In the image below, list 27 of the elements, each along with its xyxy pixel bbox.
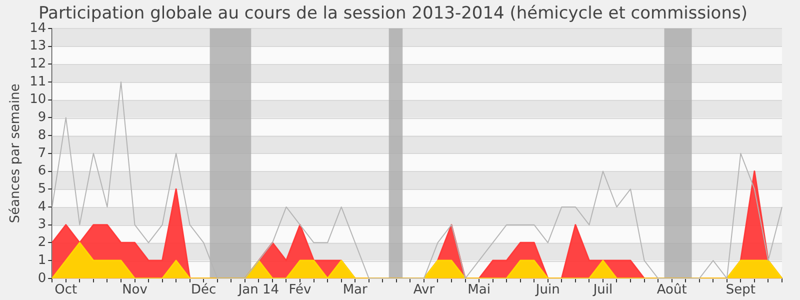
x-tick-label: Juil xyxy=(592,282,613,298)
y-tick-label: 3 xyxy=(38,217,46,232)
y-tick-label: 7 xyxy=(38,146,46,161)
x-tick-label: Mai xyxy=(468,282,490,298)
x-tick-label: Sept xyxy=(726,282,756,298)
x-tick-label: Déc xyxy=(191,282,216,298)
x-tick-label: Mar xyxy=(342,282,368,298)
x-tick-label: Fév xyxy=(288,282,312,298)
x-tick-label: Août xyxy=(656,282,687,298)
y-tick-label: 11 xyxy=(30,74,46,90)
y-tick-label: 5 xyxy=(38,181,46,196)
x-tick-label: Jan 14 xyxy=(237,282,280,298)
y-tick-label: 12 xyxy=(30,56,46,72)
y-tick-label: 9 xyxy=(38,110,46,126)
y-tick-label: 0 xyxy=(38,270,46,286)
x-tick-label: Avr xyxy=(413,282,436,298)
x-tick-label: Juin xyxy=(534,282,560,298)
y-tick-label: 4 xyxy=(38,199,46,214)
y-tick-label: 13 xyxy=(30,38,46,54)
y-tick-label: 8 xyxy=(38,128,46,143)
y-tick-label: 6 xyxy=(38,164,46,179)
y-tick-label: 10 xyxy=(30,92,46,108)
y-tick-label: 2 xyxy=(38,235,46,250)
x-tick-label: Oct xyxy=(54,282,78,298)
x-tick-label: Nov xyxy=(122,282,148,298)
y-axis-title: Séances par semaine xyxy=(8,84,24,224)
y-tick-label: 1 xyxy=(38,252,46,268)
